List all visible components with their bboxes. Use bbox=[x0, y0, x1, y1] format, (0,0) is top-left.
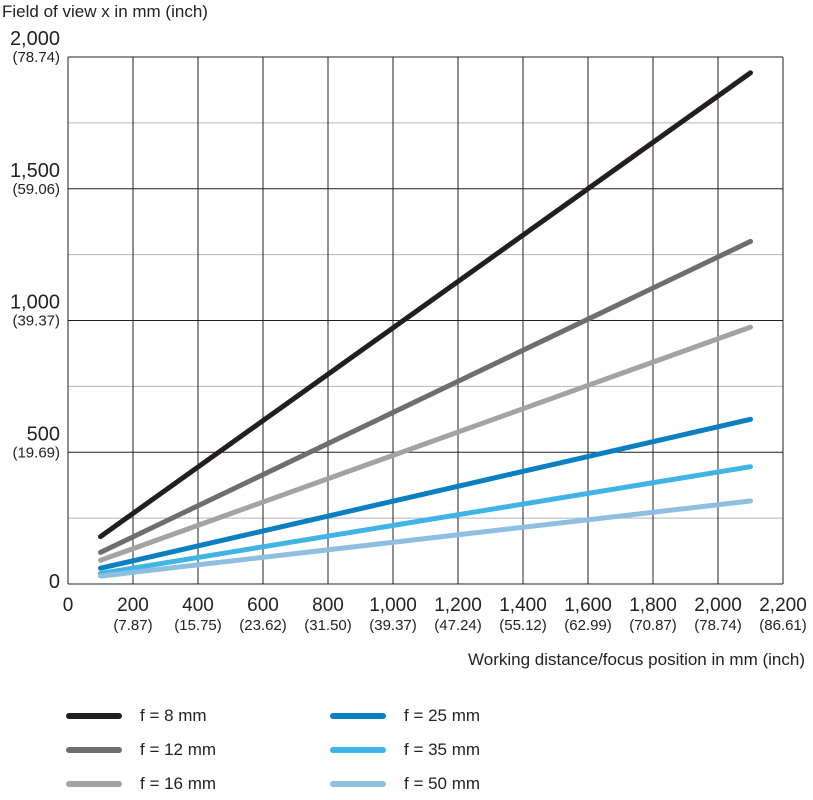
major-grid bbox=[67, 56, 784, 585]
legend-item-1: f = 12 mm bbox=[66, 738, 216, 762]
y-tick-label-4: 2,000 bbox=[10, 28, 60, 50]
legend-swatch-1 bbox=[66, 747, 122, 753]
x-tick-labels: 0 200(7.87) 400(15.75) 600(23.62) 800(31.50)… bbox=[63, 595, 807, 634]
x-tick-sublabel-11: (86.61) bbox=[759, 617, 807, 634]
series-line-1 bbox=[98, 238, 753, 555]
legend-label-5: f = 50 mm bbox=[404, 774, 481, 793]
x-tick-sublabel-9: (70.87) bbox=[629, 617, 677, 634]
y-tick-sublabel-1: (19.69) bbox=[12, 444, 60, 461]
x-tick-label-8: 1,600 bbox=[564, 595, 612, 616]
x-tick-sublabel-10: (78.74) bbox=[694, 617, 742, 634]
x-tick-label-9: 1,800 bbox=[629, 595, 677, 616]
x-axis-label: Working distance/focus position in mm (i… bbox=[468, 650, 805, 669]
legend-swatch-4 bbox=[330, 747, 386, 753]
x-tick-sublabel-4: (31.50) bbox=[304, 617, 352, 634]
x-tick-sublabel-3: (23.62) bbox=[239, 617, 287, 634]
x-tick-sublabel-5: (39.37) bbox=[369, 617, 417, 634]
legend-swatch-2 bbox=[66, 781, 122, 787]
line-chart: 0500(19.69)1,000(39.37)1,500(59.06)2,000… bbox=[10, 28, 807, 634]
x-tick-sublabel-8: (62.99) bbox=[564, 617, 612, 634]
series-line-3 bbox=[98, 416, 753, 571]
legend-item-0: f = 8 mm bbox=[66, 704, 207, 728]
x-tick-label-11: 2,200 bbox=[759, 595, 807, 616]
x-tick-label-5: 1,000 bbox=[369, 595, 417, 616]
x-tick-label-7: 1,400 bbox=[499, 595, 547, 616]
y-tick-sublabel-3: (59.06) bbox=[12, 181, 60, 198]
series-lines bbox=[98, 70, 753, 579]
x-tick-label-0: 0 bbox=[63, 595, 74, 616]
y-tick-sublabel-2: (39.37) bbox=[12, 313, 60, 330]
y-tick-labels: 0 500(19.69) 1,000(39.37) 1,500(59.06) 2,000… bbox=[10, 28, 60, 593]
series-line-5 bbox=[98, 498, 753, 579]
series-line-2 bbox=[98, 324, 753, 563]
legend-item-5: f = 50 mm bbox=[330, 772, 480, 796]
x-tick-label-6: 1,200 bbox=[434, 595, 482, 616]
y-tick-label-0: 0 bbox=[49, 571, 60, 593]
legend-swatch-0 bbox=[66, 713, 122, 719]
legend-swatch-5 bbox=[330, 781, 386, 787]
legend-label-3: f = 25 mm bbox=[404, 706, 481, 725]
legend-item-2: f = 16 mm bbox=[66, 772, 216, 796]
series-line-4 bbox=[98, 464, 753, 576]
x-tick-label-10: 2,000 bbox=[694, 595, 742, 616]
x-tick-label-1: 200 bbox=[117, 595, 149, 616]
x-tick-label-3: 600 bbox=[247, 595, 279, 616]
y-tick-label-1: 500 bbox=[27, 423, 60, 445]
legend-label-0: f = 8 mm bbox=[140, 706, 207, 725]
y-tick-label-3: 1,500 bbox=[10, 160, 60, 182]
legend-label-1: f = 12 mm bbox=[140, 740, 217, 759]
y-axis-label: Field of view x in mm (inch) bbox=[2, 2, 208, 21]
x-tick-sublabel-1: (7.87) bbox=[113, 617, 152, 634]
x-tick-sublabel-7: (55.12) bbox=[499, 617, 547, 634]
legend-label-2: f = 16 mm bbox=[140, 774, 217, 793]
x-tick-label-4: 800 bbox=[312, 595, 344, 616]
legend-swatch-3 bbox=[330, 713, 386, 719]
y-tick-label-2: 1,000 bbox=[10, 292, 60, 314]
x-tick-sublabel-2: (15.75) bbox=[174, 617, 222, 634]
series-line-0 bbox=[98, 70, 753, 540]
legend: f = 8 mm f = 12 mm f = 16 mm f = 25 mm f = 3… bbox=[0, 700, 813, 800]
x-tick-sublabel-6: (47.24) bbox=[434, 617, 482, 634]
x-tick-label-2: 400 bbox=[182, 595, 214, 616]
y-tick-sublabel-4: (78.74) bbox=[12, 49, 60, 66]
legend-label-4: f = 35 mm bbox=[404, 740, 481, 759]
legend-item-4: f = 35 mm bbox=[330, 738, 480, 762]
legend-item-3: f = 25 mm bbox=[330, 704, 480, 728]
